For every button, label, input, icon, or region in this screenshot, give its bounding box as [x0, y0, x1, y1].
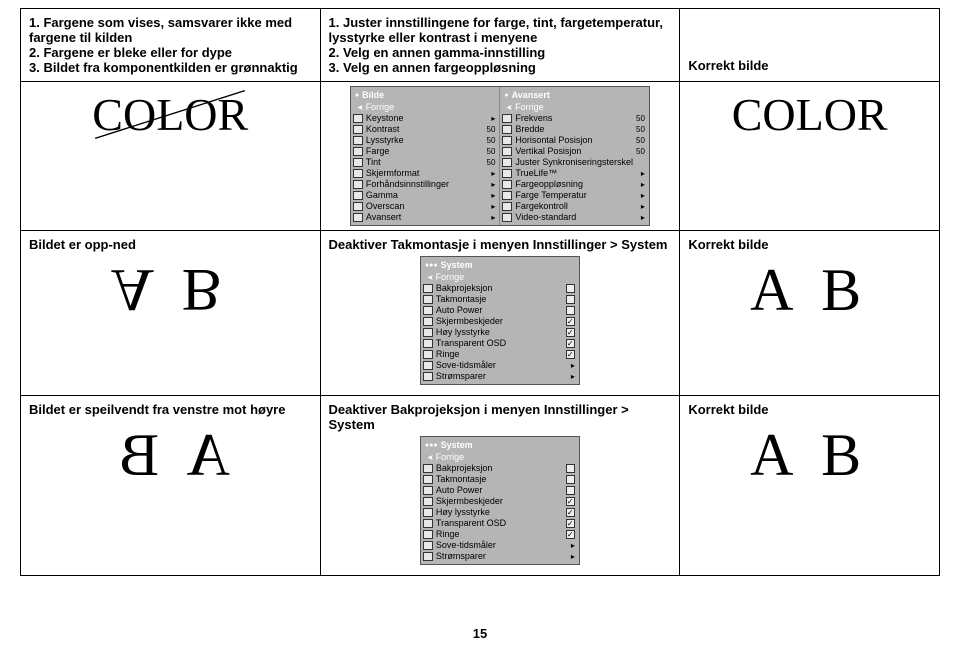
- menu-item: Skjermbeskjeder: [421, 316, 579, 327]
- menu-item: Forhåndsinnstillinger▸: [351, 179, 500, 190]
- menu-item: Kontrast50: [351, 124, 500, 135]
- row4-problem: Bildet er speilvendt fra venstre mot høy…: [29, 402, 312, 417]
- menu-item: Bakprojeksjon: [421, 463, 579, 474]
- row3-solution: Deaktiver Takmontasje i menyen Innstilli…: [329, 237, 672, 252]
- menu-item: Ringe: [421, 349, 579, 360]
- menu-item: Sove-tidsmåler▸: [421, 540, 579, 551]
- color-wrong: COLOR: [92, 88, 248, 141]
- menu-item: Avansert▸: [351, 212, 500, 223]
- menu-item: Transparent OSD: [421, 338, 579, 349]
- system-menu-2: ●●●System➤ForrigeBakprojeksjonTakmontasj…: [420, 436, 580, 565]
- menu-item: Bredde50: [500, 124, 649, 135]
- menu-item: Skjermbeskjeder: [421, 496, 579, 507]
- menu-item: Høy lysstyrke: [421, 507, 579, 518]
- color-wrong-cell: COLOR: [21, 82, 321, 231]
- menu-item: Video-standard▸: [500, 212, 649, 223]
- menu-item: Sove-tidsmåler▸: [421, 360, 579, 371]
- ab-upside-down: A B: [29, 252, 312, 322]
- menu-item: Takmontasje: [421, 474, 579, 485]
- ab-correct-2: A B: [688, 417, 931, 487]
- menu-item: Høy lysstyrke: [421, 327, 579, 338]
- menu-item: Lysstyrke50: [351, 135, 500, 146]
- menu-item: Horisontal Posisjon50: [500, 135, 649, 146]
- row3-result: Korrekt bilde: [688, 237, 931, 252]
- menu-item: Frekvens50: [500, 113, 649, 124]
- ab-correct-1: A B: [688, 252, 931, 322]
- menu-item: Farge Temperatur▸: [500, 190, 649, 201]
- menu-item: Transparent OSD: [421, 518, 579, 529]
- menu-item: Ringe: [421, 529, 579, 540]
- troubleshooting-table: 1. Fargene som vises, samsvarer ikke med…: [20, 8, 940, 576]
- row2-menus: ●Bilde➤ForrigeKeystone▸Kontrast50Lysstyr…: [320, 82, 680, 231]
- menu-item: Vertikal Posisjon50: [500, 146, 649, 157]
- menu-item: Strømsparer▸: [421, 551, 579, 562]
- menu-item: TrueLife™▸: [500, 168, 649, 179]
- menu-item: Auto Power: [421, 305, 579, 316]
- bilde-avansert-menu: ●Bilde➤ForrigeKeystone▸Kontrast50Lysstyr…: [350, 86, 650, 226]
- menu-item: Juster Synkroniseringsterskel: [500, 157, 649, 168]
- ab-mirrored: A B: [29, 417, 312, 487]
- row4-result: Korrekt bilde: [688, 402, 931, 417]
- menu-item: Gamma▸: [351, 190, 500, 201]
- row4-solution: Deaktiver Bakprojeksjon i menyen Innstil…: [329, 402, 672, 432]
- menu-item: Farge50: [351, 146, 500, 157]
- menu-item: Fargeoppløsning▸: [500, 179, 649, 190]
- menu-item: Tint50: [351, 157, 500, 168]
- row1-problem: 1. Fargene som vises, samsvarer ikke med…: [21, 9, 321, 82]
- page-number: 15: [0, 626, 960, 641]
- menu-item: Strømsparer▸: [421, 371, 579, 382]
- menu-item: Auto Power: [421, 485, 579, 496]
- menu-item: Bakprojeksjon: [421, 283, 579, 294]
- menu-item: Overscan▸: [351, 201, 500, 212]
- system-menu: ●●●System➤ForrigeBakprojeksjonTakmontasj…: [420, 256, 580, 385]
- menu-item: Takmontasje: [421, 294, 579, 305]
- menu-item: Keystone▸: [351, 113, 500, 124]
- row3-problem: Bildet er opp-ned: [29, 237, 312, 252]
- color-correct: COLOR: [680, 82, 940, 231]
- menu-item: Skjermformat▸: [351, 168, 500, 179]
- menu-item: Fargekontroll▸: [500, 201, 649, 212]
- row1-result: Korrekt bilde: [680, 9, 940, 82]
- row1-solution: 1. Juster innstillingene for farge, tint…: [320, 9, 680, 82]
